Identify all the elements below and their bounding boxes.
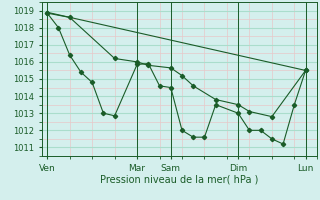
X-axis label: Pression niveau de la mer( hPa ): Pression niveau de la mer( hPa ) xyxy=(100,174,258,184)
